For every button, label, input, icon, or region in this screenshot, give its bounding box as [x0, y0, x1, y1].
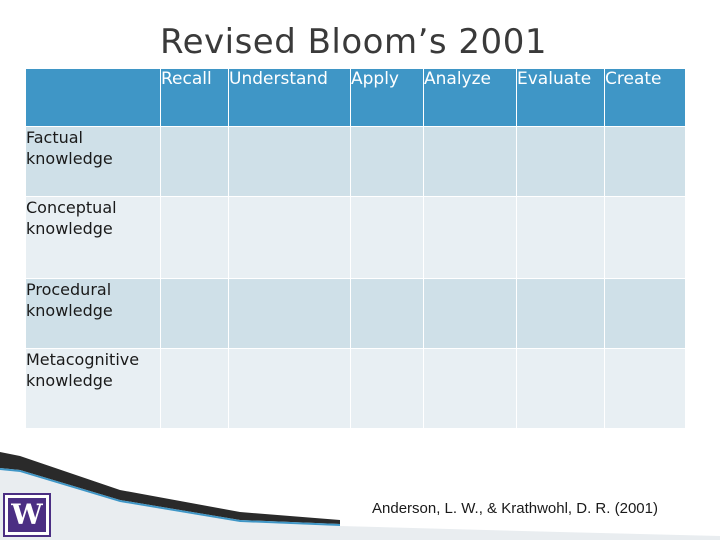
uw-logo-letter: W: [8, 498, 46, 532]
table-cell: [423, 196, 517, 279]
table-cell: [423, 278, 517, 349]
table-cell: [350, 126, 424, 197]
table-row: Conceptual knowledge: [25, 196, 686, 279]
corner-cell: [25, 68, 161, 127]
table-cell: [350, 348, 424, 429]
citation-text: Anderson, L. W., & Krathwohl, D. R. (200…: [372, 500, 658, 517]
swoosh-light-band: [0, 470, 720, 540]
row-header-conceptual: Conceptual knowledge: [25, 196, 161, 279]
table-cell: [228, 196, 351, 279]
table-cell: [604, 196, 686, 279]
table-header-row: Recall Understand Apply Analyze Evaluate…: [25, 68, 686, 127]
table-cell: [350, 196, 424, 279]
col-header-apply: Apply: [350, 68, 424, 127]
table-cell: [516, 196, 605, 279]
table-cell: [228, 278, 351, 349]
col-header-understand: Understand: [228, 68, 351, 127]
table-cell: [516, 278, 605, 349]
table-row: Procedural knowledge: [25, 278, 686, 349]
table-cell: [423, 348, 517, 429]
col-header-create: Create: [604, 68, 686, 127]
row-header-metacognitive: Metacognitive knowledge: [25, 348, 161, 429]
table-cell: [228, 348, 351, 429]
col-header-analyze: Analyze: [423, 68, 517, 127]
table-cell: [160, 126, 229, 197]
table-row: Metacognitive knowledge: [25, 348, 686, 429]
row-header-factual: Factual knowledge: [25, 126, 161, 197]
col-header-recall: Recall: [160, 68, 229, 127]
table-cell: [423, 126, 517, 197]
row-header-procedural: Procedural knowledge: [25, 278, 161, 349]
table-cell: [604, 278, 686, 349]
footer-swoosh-decoration: [0, 452, 720, 540]
table-row: Factual knowledge: [25, 126, 686, 197]
table-cell: [160, 278, 229, 349]
table-cell: [228, 126, 351, 197]
slide-title: Revised Bloom’s 2001: [160, 22, 547, 62]
blooms-taxonomy-table: Recall Understand Apply Analyze Evaluate…: [25, 68, 686, 429]
table-cell: [516, 348, 605, 429]
table-cell: [350, 278, 424, 349]
table-cell: [604, 348, 686, 429]
uw-w-logo-icon: W: [3, 493, 51, 537]
col-header-evaluate: Evaluate: [516, 68, 605, 127]
table-cell: [160, 348, 229, 429]
table-cell: [604, 126, 686, 197]
table-cell: [516, 126, 605, 197]
table-cell: [160, 196, 229, 279]
